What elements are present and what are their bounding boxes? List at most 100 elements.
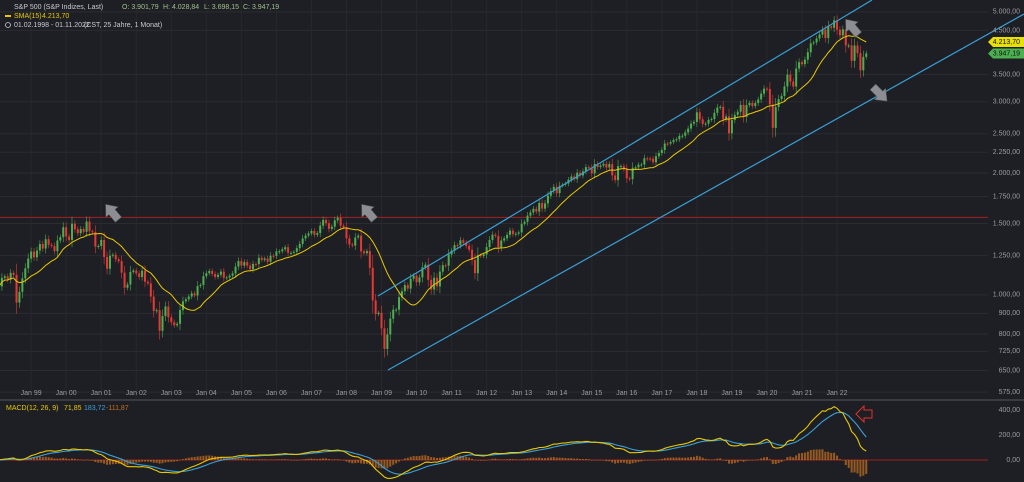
candle (234, 266, 237, 274)
x-tick-label: Jan 15 (581, 390, 602, 397)
candle (479, 255, 482, 257)
candle (12, 272, 15, 275)
y-tick-label: 2.000,00 (993, 170, 1020, 177)
candle (3, 276, 6, 278)
macd-histogram-bar (660, 458, 663, 460)
macd-histogram-bar (485, 460, 488, 461)
macd-histogram-bar (865, 460, 868, 474)
candle (400, 291, 403, 298)
candle (576, 172, 579, 180)
candle (47, 239, 50, 245)
macd-histogram-bar (494, 458, 497, 460)
y-tick-label: 1.000,00 (993, 292, 1020, 299)
macd-histogram-bar (748, 460, 751, 461)
macd-histogram-bar (728, 460, 730, 464)
candle (129, 271, 132, 285)
macd-histogram-bar (517, 459, 520, 460)
macd-histogram-bar (342, 460, 345, 461)
candle (599, 165, 602, 168)
macd-histogram-bar (114, 460, 117, 465)
macd-histogram-bar (468, 457, 471, 460)
candle (695, 112, 698, 122)
candle (65, 227, 68, 237)
candle (319, 225, 322, 234)
macd-histogram-bar (208, 455, 211, 460)
candle (593, 163, 596, 174)
macd-histogram-bar (386, 460, 389, 469)
macd-histogram-bar (129, 460, 132, 465)
candle (824, 29, 827, 39)
candle (371, 267, 374, 301)
candle (555, 186, 558, 194)
macd-histogram-bar (838, 459, 841, 460)
candle (252, 263, 255, 270)
candle (628, 178, 631, 180)
candle (503, 238, 506, 241)
candle (313, 230, 316, 235)
candle (643, 158, 646, 165)
y-tick-label: 2.250,00 (993, 149, 1020, 156)
macd-histogram-bar (418, 455, 421, 460)
candle (698, 112, 701, 120)
macd-histogram-bar (219, 456, 222, 460)
legend-range: 01.02.1998 - 01.11.2022 (14, 22, 90, 29)
macd-histogram-bar (345, 460, 348, 462)
macd-histogram-bar (611, 460, 614, 463)
macd-histogram-bar (222, 457, 225, 460)
macd-histogram-bar (292, 460, 295, 461)
macd-histogram-bar (850, 460, 853, 473)
macd-legend-title: MACD(12, 26, 9) (6, 405, 59, 412)
channel-upper (377, 0, 873, 297)
macd-histogram-bar (184, 458, 187, 460)
candle (418, 277, 421, 283)
macd-histogram-bar (257, 459, 260, 460)
candle (406, 285, 409, 289)
candle (640, 164, 643, 166)
macd-histogram-bar (132, 460, 135, 464)
arrow (869, 83, 888, 102)
macd-histogram-bar (79, 459, 82, 461)
macd-histogram-bar (412, 456, 415, 460)
candle (257, 257, 260, 265)
candle (330, 226, 333, 229)
candle (818, 34, 821, 39)
candle (763, 88, 766, 94)
macd-histogram-bar (281, 459, 284, 460)
legend-high: H: 4.028,84 (163, 4, 199, 11)
macd-histogram-bar (824, 451, 827, 460)
candle (59, 237, 62, 241)
candle (380, 312, 383, 329)
macd-histogram-bar (497, 459, 500, 460)
candle (415, 275, 418, 283)
candle (363, 251, 365, 254)
candle (68, 236, 71, 240)
macd-histogram-bar (275, 459, 278, 460)
macd-histogram-bar (546, 457, 549, 460)
candle (202, 276, 205, 285)
macd-histogram-bar (590, 460, 593, 461)
candle (792, 81, 795, 87)
candle (541, 202, 544, 209)
candle (228, 275, 231, 278)
macd-histogram-bar (722, 460, 725, 461)
candle (53, 246, 56, 252)
candle (649, 158, 652, 160)
macd-histogram-bar (780, 460, 783, 462)
macd-histogram-bar (436, 457, 438, 460)
macd-histogram-bar (862, 460, 865, 476)
macd-histogram-bar (576, 458, 579, 460)
candle (786, 74, 789, 87)
candle (310, 230, 313, 234)
y-tick-label: 4.500,00 (993, 27, 1020, 34)
macd-histogram-bar (158, 460, 161, 464)
legend-low: L: 3.698,15 (204, 4, 239, 11)
macd-histogram-bar (202, 455, 205, 460)
macd-histogram-bar (692, 456, 695, 460)
candle (748, 102, 751, 106)
candle (465, 242, 468, 246)
candle (430, 279, 433, 290)
macd-histogram-bar (71, 458, 73, 460)
candle (214, 273, 217, 277)
candle (506, 234, 509, 239)
candle (71, 223, 73, 240)
